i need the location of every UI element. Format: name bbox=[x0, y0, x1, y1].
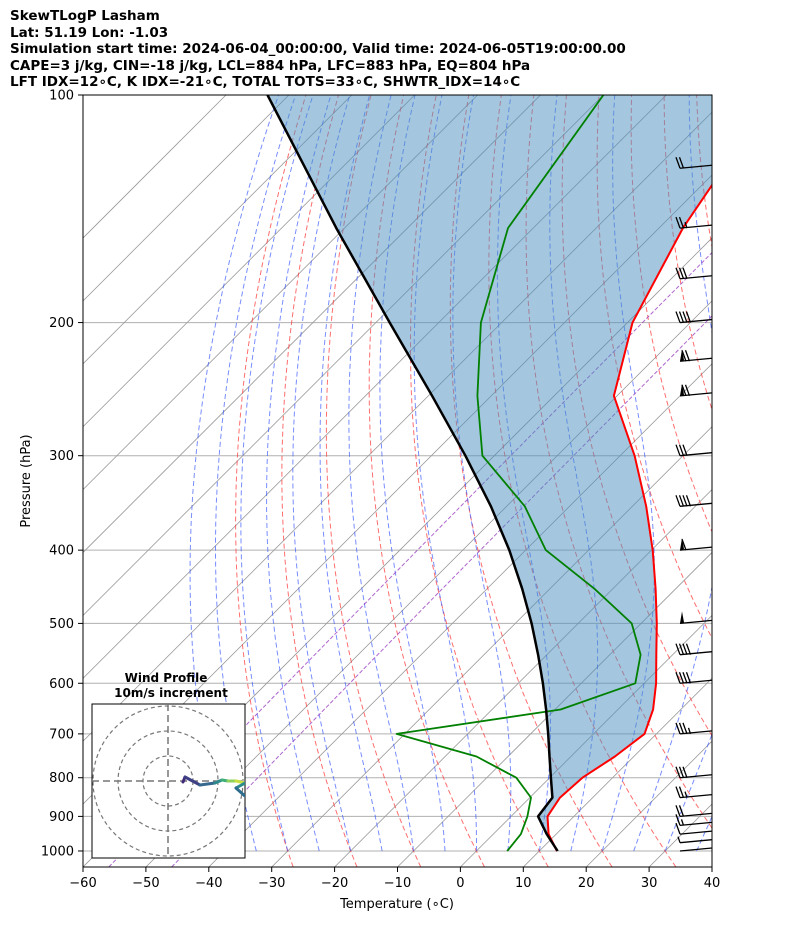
hodograph-trace-segment bbox=[234, 786, 245, 799]
wind-barb bbox=[675, 444, 713, 457]
isotherm bbox=[523, 677, 712, 867]
dry-adiabat bbox=[281, 95, 358, 867]
x-tick-label: 30 bbox=[641, 876, 658, 891]
isotherm bbox=[83, 95, 290, 302]
wind-barbs bbox=[675, 157, 713, 852]
wind-barb bbox=[675, 814, 713, 827]
moist-adiabat bbox=[319, 95, 383, 852]
dry-adiabat bbox=[325, 95, 422, 867]
parcel-line bbox=[266, 95, 559, 852]
y-tick-label: 400 bbox=[49, 544, 74, 559]
chart-header: SkewTLogP Lasham Lat: 51.19 Lon: -1.03 S… bbox=[10, 8, 626, 91]
dry-adiabat bbox=[663, 95, 712, 412]
isotherm bbox=[271, 426, 712, 867]
dry-adiabat bbox=[596, 95, 712, 640]
moist-adiabat bbox=[413, 95, 477, 851]
wind-barb bbox=[679, 538, 713, 551]
wind-barb bbox=[675, 311, 713, 324]
dewpoint-line bbox=[395, 95, 642, 852]
cape-cin-shading bbox=[267, 95, 712, 851]
moist-adiabat bbox=[215, 95, 297, 852]
moist-adiabat bbox=[379, 95, 446, 852]
isotherm bbox=[397, 551, 712, 867]
wind-barb bbox=[675, 722, 713, 735]
dry-adiabat bbox=[410, 95, 549, 867]
isotherm bbox=[83, 95, 415, 428]
title-line-cape: CAPE=3 j/kg, CIN=-18 j/kg, LCL=884 hPa, … bbox=[10, 57, 531, 74]
title-line-times: Simulation start time: 2024-06-04_00:00:… bbox=[10, 41, 626, 57]
cin-shading-area bbox=[267, 95, 712, 851]
wind-barb bbox=[677, 836, 713, 844]
hodograph-trace-segment bbox=[234, 781, 245, 790]
isotherm bbox=[775, 95, 794, 867]
wind-barb bbox=[675, 495, 713, 507]
dry-adiabat bbox=[696, 95, 712, 250]
y-tick-label: 600 bbox=[49, 677, 74, 692]
wind-barb bbox=[679, 847, 713, 852]
hodograph-trace-segment bbox=[183, 775, 202, 787]
x-tick-label: 20 bbox=[578, 876, 595, 891]
y-tick-label: 800 bbox=[49, 771, 74, 786]
wind-barb bbox=[675, 766, 713, 779]
dry-adiabat bbox=[235, 95, 307, 867]
y-tick-label: 500 bbox=[49, 617, 74, 632]
profile-lines bbox=[266, 95, 712, 852]
x-tick-label: −10 bbox=[384, 876, 411, 891]
inset-subtitle: 10m/s increment bbox=[114, 686, 228, 700]
isotherm bbox=[83, 95, 227, 239]
y-tick-label: 300 bbox=[49, 449, 74, 464]
wind-barb bbox=[679, 611, 713, 625]
x-tick-label: −40 bbox=[195, 876, 222, 891]
title-line-location: Lat: 51.19 Lon: -1.03 bbox=[10, 24, 169, 41]
wind-barb bbox=[675, 805, 713, 818]
moist-adiabat bbox=[240, 95, 314, 852]
temperature-line bbox=[546, 183, 712, 852]
wind-profile-inset: Wind Profile 10m/s increment bbox=[91, 671, 246, 859]
isotherm bbox=[334, 489, 712, 867]
dry-adiabat bbox=[368, 95, 485, 867]
y-tick-label: 100 bbox=[49, 89, 74, 104]
title-line-station: SkewTLogP Lasham bbox=[10, 8, 160, 24]
wind-barb bbox=[679, 349, 713, 362]
wind-barb bbox=[675, 267, 713, 280]
y-tick-label: 200 bbox=[49, 316, 74, 331]
moist-adiabat bbox=[292, 95, 352, 852]
moist-adiabat bbox=[189, 95, 280, 852]
x-tick-label: −50 bbox=[132, 876, 159, 891]
wind-barb bbox=[679, 383, 713, 397]
wind-barb bbox=[675, 157, 713, 169]
moist-adiabat bbox=[728, 95, 794, 851]
x-axis-ticks: −60 −50 −40 −30 −20 −10 0 10 20 30 40 bbox=[69, 867, 720, 891]
y-tick-label: 700 bbox=[49, 727, 74, 742]
wind-barb bbox=[675, 216, 713, 229]
moist-adiabat bbox=[348, 95, 414, 852]
dry-adiabat bbox=[762, 95, 794, 867]
x-tick-label: 0 bbox=[456, 876, 464, 891]
wind-barb bbox=[675, 822, 713, 835]
x-tick-label: −30 bbox=[258, 876, 285, 891]
moist-adiabat bbox=[633, 95, 712, 852]
dry-adiabat bbox=[729, 95, 794, 867]
x-axis-label: Temperature (∘C) bbox=[339, 897, 454, 912]
isotherm bbox=[83, 95, 353, 365]
wind-barb bbox=[675, 643, 713, 656]
wind-barb bbox=[675, 672, 713, 684]
x-tick-label: −60 bbox=[69, 876, 96, 891]
x-tick-label: 40 bbox=[704, 876, 721, 891]
isotherm bbox=[711, 866, 712, 867]
inset-title: Wind Profile bbox=[125, 671, 208, 685]
hodograph-trace-segment bbox=[198, 781, 217, 787]
y-axis-ticks: 1000 900 800 700 600 500 400 300 200 100 bbox=[41, 89, 83, 859]
wind-barb bbox=[675, 786, 713, 799]
x-tick-label: −20 bbox=[321, 876, 348, 891]
title-line-indices: LFT IDX=12∘C, K IDX=-21∘C, TOTAL TOTS=33… bbox=[10, 74, 521, 90]
moist-adiabat bbox=[266, 95, 332, 852]
x-tick-label: 10 bbox=[515, 876, 532, 891]
y-tick-label: 1000 bbox=[41, 844, 74, 859]
y-tick-label: 900 bbox=[49, 810, 74, 825]
y-axis-label: Pressure (hPa) bbox=[19, 434, 34, 527]
